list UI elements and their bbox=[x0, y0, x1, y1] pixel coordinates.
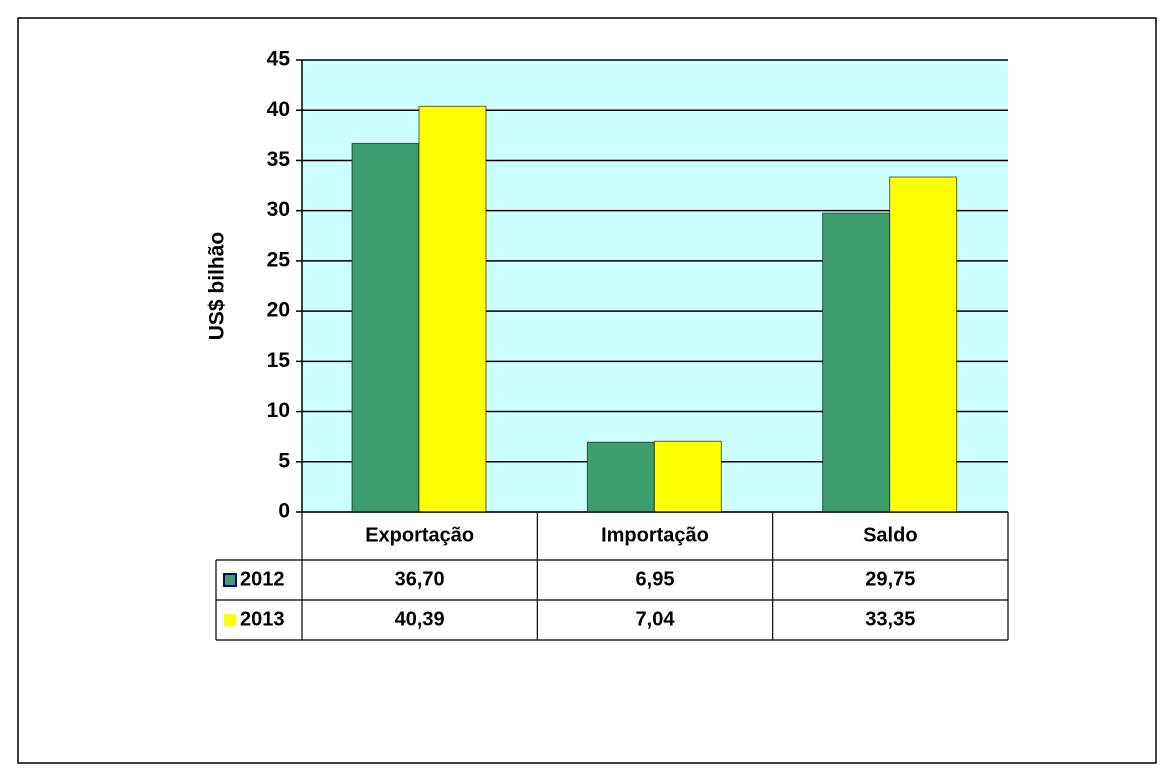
value-label: 36,70 bbox=[395, 568, 445, 590]
y-tick-label: 30 bbox=[267, 198, 290, 221]
value-label: 7,04 bbox=[636, 608, 676, 630]
value-label: 6,95 bbox=[636, 568, 675, 590]
y-tick-label: 5 bbox=[278, 449, 290, 472]
category-label: Saldo bbox=[863, 524, 917, 546]
y-tick-label: 15 bbox=[267, 349, 291, 372]
frame bbox=[17, 17, 1157, 764]
bar bbox=[418, 105, 487, 513]
y-tick-label: 10 bbox=[267, 399, 290, 422]
legend-key bbox=[224, 614, 236, 626]
category-label: Importação bbox=[601, 524, 709, 546]
y-tick-label: 45 bbox=[267, 48, 291, 71]
bar bbox=[351, 142, 420, 513]
legend-label: 2012 bbox=[240, 568, 285, 590]
y-tick-label: 35 bbox=[267, 148, 291, 171]
value-label: 33,35 bbox=[865, 608, 915, 630]
bar bbox=[653, 440, 722, 513]
value-label: 29,75 bbox=[865, 568, 915, 590]
legend-key bbox=[223, 573, 237, 587]
value-label: 40,39 bbox=[395, 608, 445, 630]
bar bbox=[822, 212, 891, 513]
bar bbox=[586, 441, 655, 513]
y-tick-label: 0 bbox=[278, 500, 290, 523]
y-tick-label: 25 bbox=[267, 248, 291, 271]
bar bbox=[889, 176, 958, 513]
y-tick-label: 20 bbox=[267, 299, 290, 322]
y-axis-title: US$ bilhão bbox=[206, 232, 229, 341]
y-tick-label: 40 bbox=[267, 98, 290, 121]
category-label: Exportação bbox=[365, 524, 474, 546]
legend-label: 2013 bbox=[240, 608, 285, 630]
